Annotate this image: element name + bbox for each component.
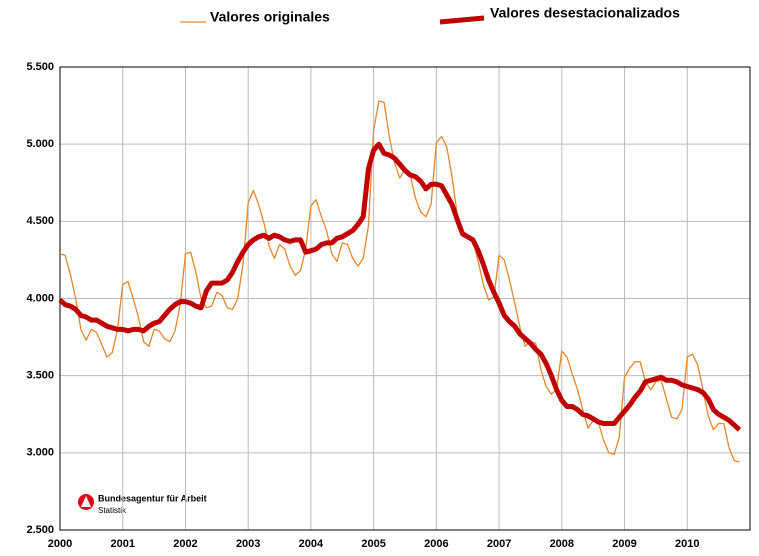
legend-swatch [439, 15, 485, 25]
logo: Bundesagentur für Arbeit Statistik [78, 493, 207, 515]
x-tick-label: 2008 [550, 538, 574, 550]
x-tick-label: 2009 [612, 538, 636, 550]
series-line [59, 100, 740, 463]
logo-subtitle: Statistik [98, 506, 127, 515]
x-tick-label: 2005 [361, 538, 385, 550]
x-tick-label: 2000 [48, 538, 72, 550]
legend-label: Valores originales [210, 9, 330, 25]
y-tick-label: 2.500 [26, 524, 54, 536]
y-tick-label: 4.000 [26, 292, 54, 304]
legend-label: Valores desestacionalizados [490, 5, 680, 21]
logo-mark [81, 496, 91, 507]
x-tick-label: 2004 [299, 538, 324, 550]
x-tick-label: 2007 [487, 538, 511, 550]
y-tick-label: 3.000 [26, 447, 54, 459]
logo-title: Bundesagentur für Arbeit [98, 493, 207, 503]
y-tick-label: 5.500 [26, 61, 54, 73]
series-line [58, 141, 742, 432]
y-tick-label: 3.500 [26, 370, 54, 382]
x-tick-label: 2002 [173, 538, 197, 550]
x-tick-label: 2006 [424, 538, 448, 550]
x-tick-label: 2003 [236, 538, 260, 550]
y-tick-label: 4.500 [26, 215, 54, 227]
x-tick-label: 2010 [675, 538, 699, 550]
y-tick-label: 5.000 [26, 138, 54, 150]
x-tick-label: 2001 [110, 538, 134, 550]
plot-border [59, 66, 751, 531]
